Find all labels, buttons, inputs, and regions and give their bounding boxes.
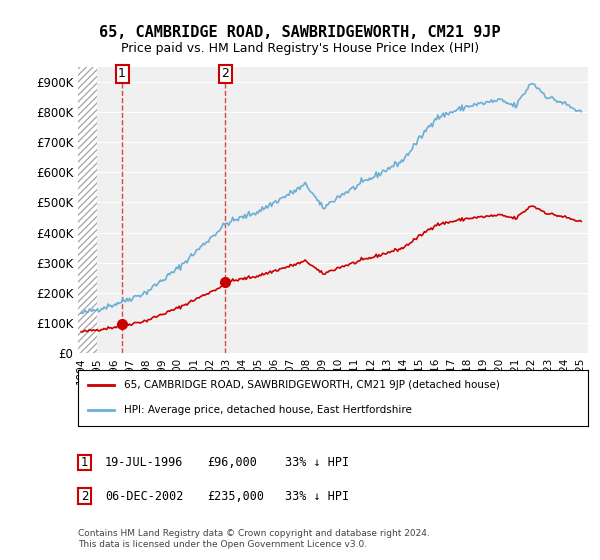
- Text: £96,000: £96,000: [207, 456, 257, 469]
- Text: 1: 1: [118, 67, 126, 80]
- Text: Contains HM Land Registry data © Crown copyright and database right 2024.
This d: Contains HM Land Registry data © Crown c…: [78, 529, 430, 549]
- Bar: [78, 67, 97, 353]
- Text: 65, CAMBRIDGE ROAD, SAWBRIDGEWORTH, CM21 9JP (detached house): 65, CAMBRIDGE ROAD, SAWBRIDGEWORTH, CM21…: [124, 380, 500, 390]
- Text: 2: 2: [221, 67, 229, 80]
- Text: 06-DEC-2002: 06-DEC-2002: [105, 489, 184, 503]
- Text: Price paid vs. HM Land Registry's House Price Index (HPI): Price paid vs. HM Land Registry's House …: [121, 42, 479, 55]
- Text: 19-JUL-1996: 19-JUL-1996: [105, 456, 184, 469]
- Text: 33% ↓ HPI: 33% ↓ HPI: [285, 456, 349, 469]
- Text: 2: 2: [81, 489, 88, 503]
- Text: £235,000: £235,000: [207, 489, 264, 503]
- Text: 33% ↓ HPI: 33% ↓ HPI: [285, 489, 349, 503]
- Text: 1: 1: [81, 456, 88, 469]
- Text: 65, CAMBRIDGE ROAD, SAWBRIDGEWORTH, CM21 9JP: 65, CAMBRIDGE ROAD, SAWBRIDGEWORTH, CM21…: [99, 25, 501, 40]
- Text: HPI: Average price, detached house, East Hertfordshire: HPI: Average price, detached house, East…: [124, 405, 412, 415]
